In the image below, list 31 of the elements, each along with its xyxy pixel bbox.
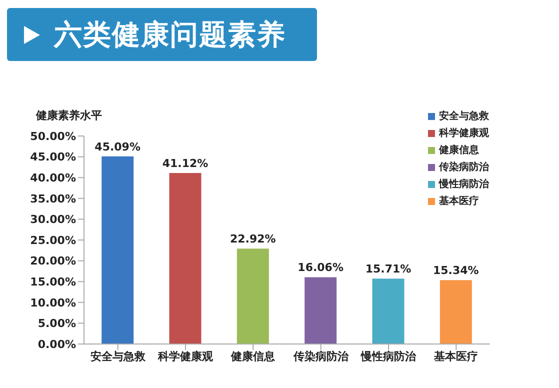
y-tick-label: 15.00%: [30, 276, 76, 289]
data-label: 15.71%: [365, 262, 412, 276]
legend-label: 慢性病防治: [439, 179, 489, 190]
data-label: 45.09%: [94, 140, 141, 154]
y-tick-label: 0.00%: [38, 338, 76, 351]
x-tick-label: 基本医疗: [433, 350, 478, 363]
chart-title: 六类健康问题素养: [54, 16, 286, 52]
y-tick-label: 10.00%: [30, 296, 76, 310]
x-tick-label: 慢性病防治: [360, 350, 417, 363]
y-tick-label: 25.00%: [30, 234, 76, 247]
data-label: 22.92%: [230, 232, 276, 246]
y-tick-label: 5.00%: [38, 317, 76, 330]
legend-label: 安全与急救: [439, 111, 489, 122]
data-label: 16.06%: [298, 261, 344, 274]
legend-label: 健康信息: [439, 145, 479, 156]
legend-label: 传染病防治: [439, 162, 489, 173]
y-tick-label: 30.00%: [30, 213, 76, 226]
y-tick-label: 20.00%: [30, 254, 76, 268]
x-tick-label: 传染病防治: [292, 350, 350, 363]
y-tick-label: 35.00%: [30, 192, 76, 206]
y-tick-label: 50.00%: [30, 130, 76, 143]
legend-label: 基本医疗: [439, 196, 479, 207]
x-tick-label: 健康信息: [230, 350, 276, 363]
y-tick-label: 45.00%: [30, 150, 76, 164]
y-tick-label: 40.00%: [30, 172, 76, 185]
data-label: 15.34%: [433, 264, 479, 278]
legend-label: 科学健康观: [439, 128, 489, 139]
x-tick-label: 科学健康观: [157, 350, 214, 363]
x-tick-label: 安全与急救: [90, 350, 146, 363]
y-axis-title: 健康素养水平: [36, 108, 102, 123]
data-label: 41.12%: [162, 156, 208, 170]
